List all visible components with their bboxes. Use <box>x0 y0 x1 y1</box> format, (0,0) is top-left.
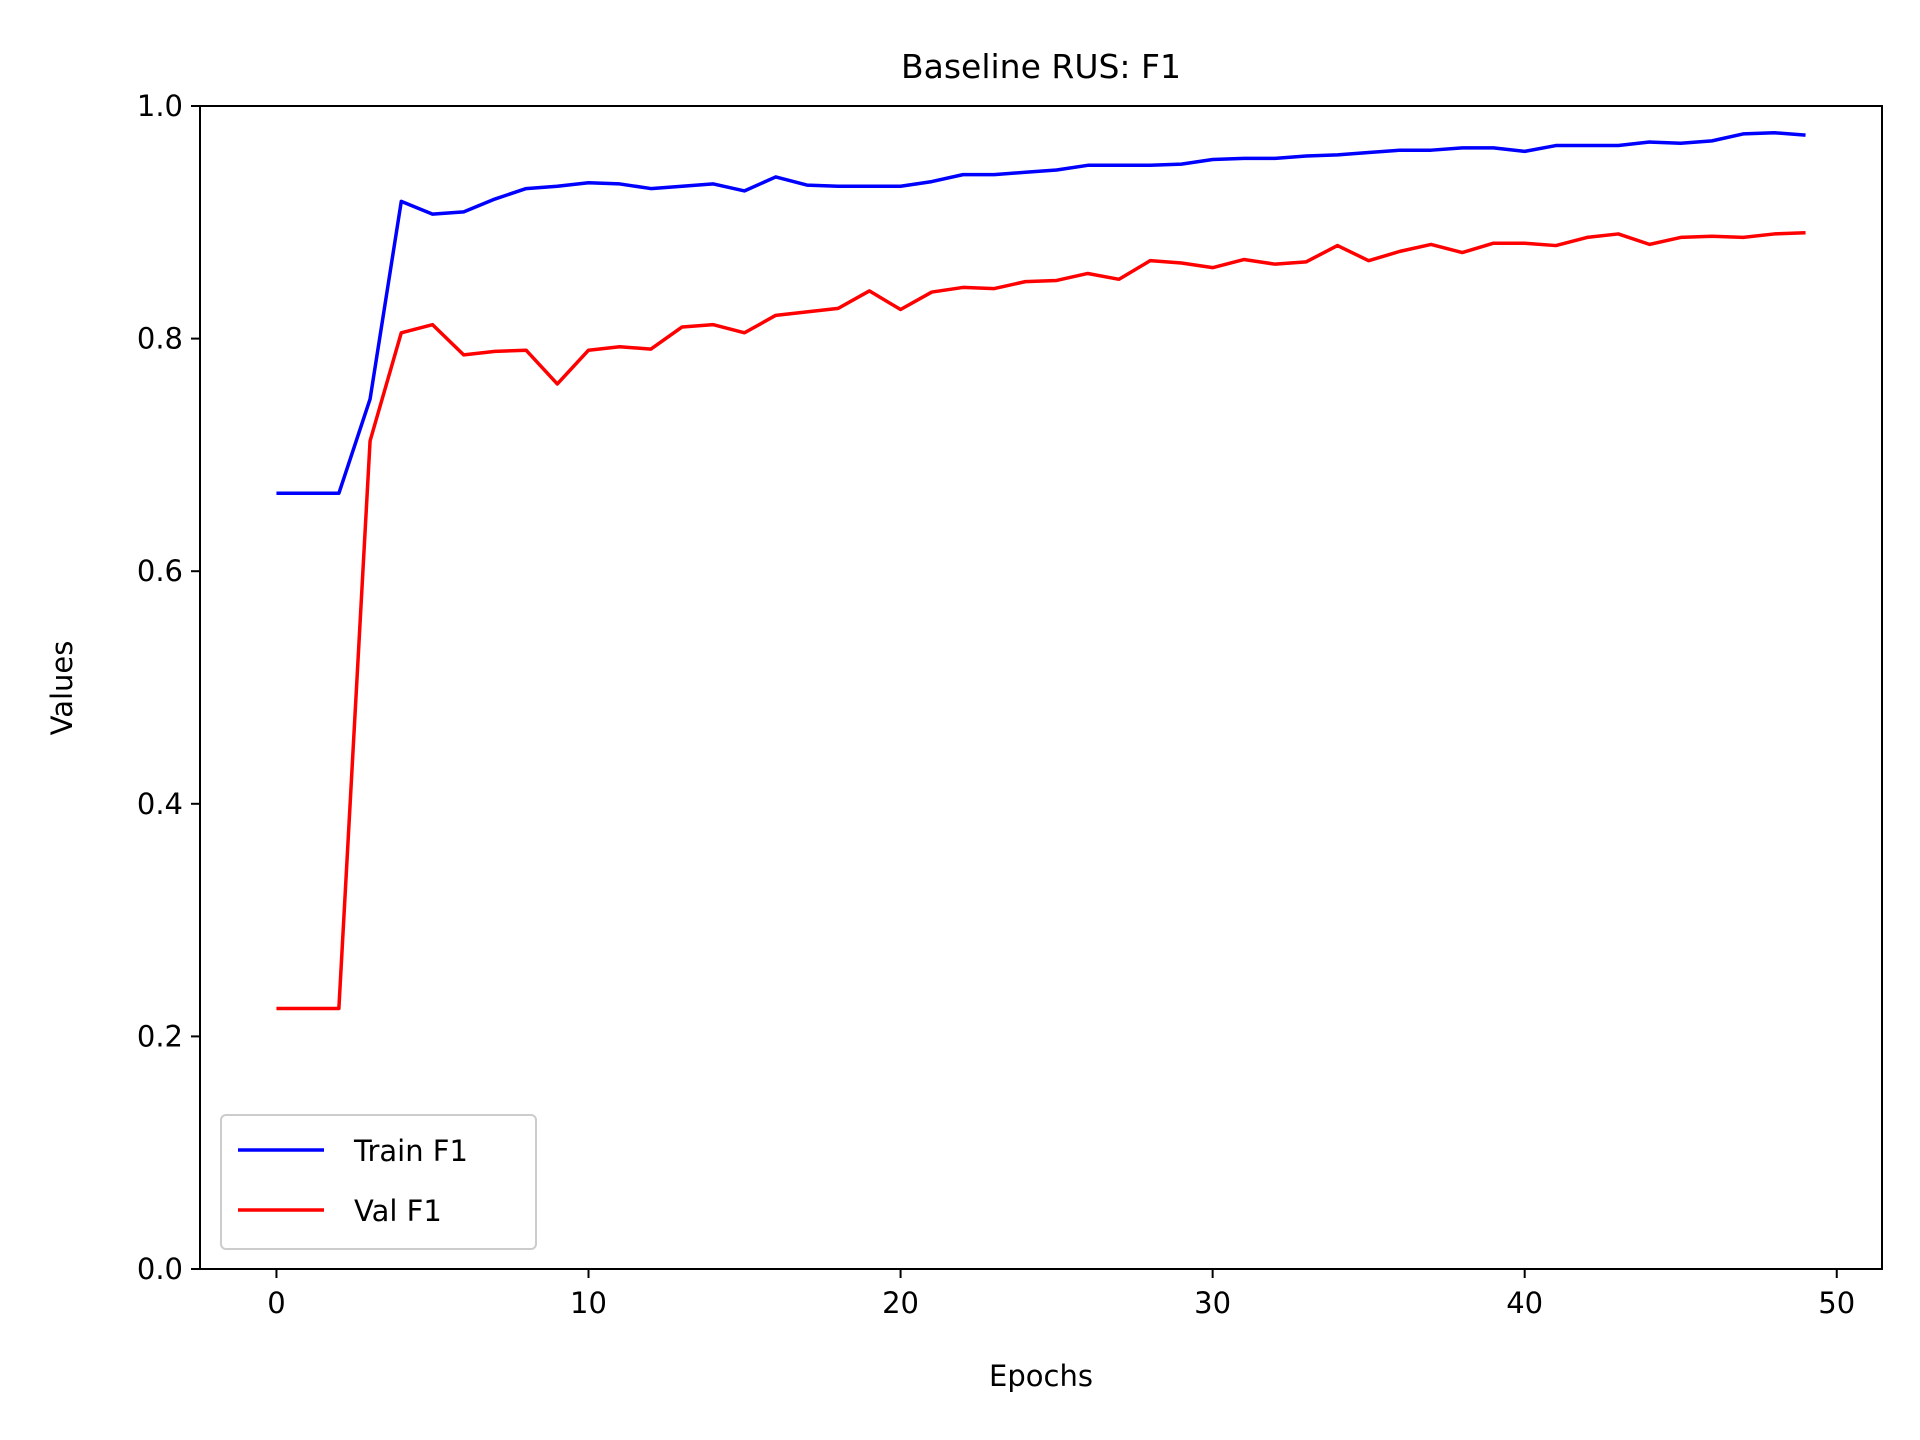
y-tick-label: 0.8 <box>137 322 183 356</box>
y-tick-label: 0.4 <box>137 787 183 821</box>
series-line-train-f1 <box>276 131 1806 496</box>
y-tick-label: 0.0 <box>137 1252 183 1286</box>
series-line-val-f1 <box>276 231 1806 1011</box>
legend: Train F1 Val F1 <box>220 1114 537 1250</box>
x-tick-label: 0 <box>267 1286 285 1320</box>
x-tick-label: 40 <box>1506 1286 1543 1320</box>
x-axis-label: Epochs <box>989 1359 1093 1393</box>
plot-frame <box>199 105 1883 1270</box>
x-tick-label: 10 <box>570 1286 607 1320</box>
y-tick-label: 1.0 <box>137 89 183 123</box>
x-tick-label: 50 <box>1818 1286 1855 1320</box>
y-axis: 0.0 0.2 0.4 0.6 0.8 1.0 <box>137 89 200 1286</box>
x-tick-label: 20 <box>882 1286 919 1320</box>
x-axis: 0 10 20 30 40 50 <box>267 1269 1855 1320</box>
chart-title: Baseline RUS: F1 <box>901 47 1181 86</box>
y-tick-label: 0.6 <box>137 554 183 588</box>
legend-train-f1-label: Train F1 <box>353 1134 468 1168</box>
legend-val-f1-label: Val F1 <box>354 1194 442 1228</box>
y-axis-label: Values <box>45 641 79 736</box>
series-layer <box>276 131 1806 1011</box>
y-tick-label: 0.2 <box>137 1019 183 1053</box>
x-tick-label: 30 <box>1194 1286 1231 1320</box>
